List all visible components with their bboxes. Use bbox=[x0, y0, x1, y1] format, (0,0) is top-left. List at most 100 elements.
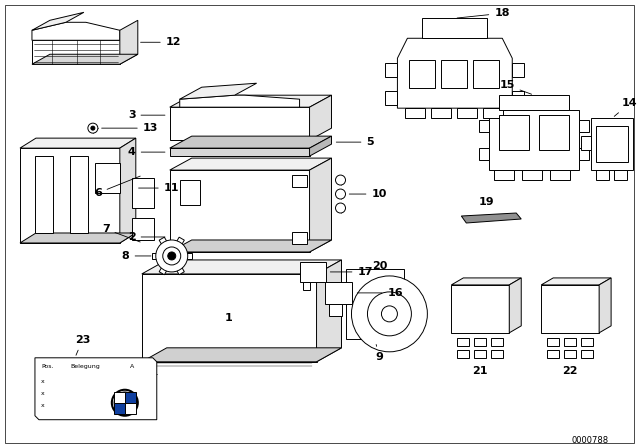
Polygon shape bbox=[458, 350, 469, 358]
Text: 15: 15 bbox=[499, 80, 532, 94]
Polygon shape bbox=[125, 392, 136, 403]
Polygon shape bbox=[581, 338, 593, 346]
Polygon shape bbox=[474, 60, 499, 88]
Circle shape bbox=[114, 392, 136, 414]
Polygon shape bbox=[451, 278, 521, 285]
Polygon shape bbox=[142, 274, 317, 362]
Polygon shape bbox=[346, 269, 404, 339]
Polygon shape bbox=[35, 358, 157, 420]
Polygon shape bbox=[310, 95, 332, 140]
Polygon shape bbox=[132, 218, 154, 240]
Text: 18: 18 bbox=[457, 9, 510, 18]
Polygon shape bbox=[114, 403, 125, 414]
Circle shape bbox=[381, 306, 397, 322]
Polygon shape bbox=[32, 12, 84, 30]
Polygon shape bbox=[422, 18, 487, 38]
Text: 7: 7 bbox=[102, 224, 140, 242]
Circle shape bbox=[156, 240, 188, 272]
Polygon shape bbox=[70, 156, 88, 233]
Polygon shape bbox=[324, 282, 353, 304]
Polygon shape bbox=[599, 278, 611, 333]
Text: 21: 21 bbox=[472, 366, 488, 376]
Text: 1: 1 bbox=[225, 313, 232, 323]
Text: 8: 8 bbox=[122, 251, 151, 261]
Polygon shape bbox=[431, 108, 451, 118]
Polygon shape bbox=[547, 350, 559, 358]
Polygon shape bbox=[170, 158, 332, 170]
Polygon shape bbox=[159, 237, 167, 246]
Text: 0000788: 0000788 bbox=[572, 436, 609, 445]
Polygon shape bbox=[474, 338, 486, 346]
Circle shape bbox=[163, 247, 180, 265]
Polygon shape bbox=[35, 156, 53, 233]
Text: 17: 17 bbox=[330, 267, 373, 277]
Polygon shape bbox=[176, 237, 184, 246]
Text: 22: 22 bbox=[563, 366, 578, 376]
Polygon shape bbox=[405, 108, 426, 118]
Polygon shape bbox=[120, 138, 136, 243]
Polygon shape bbox=[547, 338, 559, 346]
Text: Belegung: Belegung bbox=[70, 364, 100, 369]
Polygon shape bbox=[32, 22, 120, 40]
Polygon shape bbox=[474, 350, 486, 358]
Polygon shape bbox=[32, 54, 138, 64]
Polygon shape bbox=[614, 170, 627, 180]
Circle shape bbox=[112, 390, 138, 416]
Circle shape bbox=[88, 123, 98, 133]
Text: Pos.: Pos. bbox=[41, 364, 54, 369]
Polygon shape bbox=[596, 170, 609, 180]
Circle shape bbox=[335, 175, 346, 185]
Polygon shape bbox=[292, 175, 307, 187]
Text: x: x bbox=[41, 379, 45, 384]
Circle shape bbox=[168, 252, 176, 260]
Text: 3: 3 bbox=[128, 110, 165, 120]
Polygon shape bbox=[20, 233, 136, 243]
Polygon shape bbox=[170, 240, 332, 252]
Text: 9: 9 bbox=[376, 345, 383, 362]
Polygon shape bbox=[132, 178, 154, 208]
Polygon shape bbox=[499, 95, 569, 110]
Polygon shape bbox=[142, 348, 342, 362]
Polygon shape bbox=[541, 278, 611, 285]
Polygon shape bbox=[479, 120, 490, 132]
Polygon shape bbox=[499, 115, 529, 150]
Text: A: A bbox=[130, 364, 134, 369]
Polygon shape bbox=[328, 304, 342, 316]
Polygon shape bbox=[541, 285, 599, 333]
Polygon shape bbox=[492, 338, 503, 346]
Text: 20: 20 bbox=[372, 261, 387, 271]
Polygon shape bbox=[125, 403, 136, 414]
Polygon shape bbox=[385, 91, 397, 105]
Polygon shape bbox=[120, 20, 138, 64]
Polygon shape bbox=[596, 126, 628, 162]
Polygon shape bbox=[176, 267, 184, 275]
Text: 16: 16 bbox=[357, 288, 403, 298]
Polygon shape bbox=[522, 170, 542, 180]
Polygon shape bbox=[300, 262, 326, 282]
Polygon shape bbox=[579, 120, 589, 132]
Polygon shape bbox=[170, 148, 310, 156]
Polygon shape bbox=[385, 63, 397, 77]
Polygon shape bbox=[581, 350, 593, 358]
Polygon shape bbox=[310, 158, 332, 252]
Text: 14: 14 bbox=[614, 98, 637, 116]
Text: x: x bbox=[41, 391, 45, 396]
Polygon shape bbox=[159, 267, 167, 275]
Polygon shape bbox=[458, 338, 469, 346]
Polygon shape bbox=[461, 213, 521, 223]
Text: 12: 12 bbox=[141, 37, 181, 47]
Polygon shape bbox=[170, 136, 332, 148]
Circle shape bbox=[335, 189, 346, 199]
Polygon shape bbox=[397, 38, 512, 108]
Polygon shape bbox=[32, 40, 120, 64]
Text: 4: 4 bbox=[128, 147, 165, 157]
Polygon shape bbox=[20, 138, 136, 148]
Text: 23: 23 bbox=[75, 335, 90, 355]
Polygon shape bbox=[310, 136, 332, 156]
Circle shape bbox=[91, 126, 95, 130]
Polygon shape bbox=[170, 170, 310, 252]
Polygon shape bbox=[492, 350, 503, 358]
Polygon shape bbox=[142, 260, 342, 274]
Text: 6: 6 bbox=[94, 176, 140, 198]
Circle shape bbox=[351, 276, 428, 352]
